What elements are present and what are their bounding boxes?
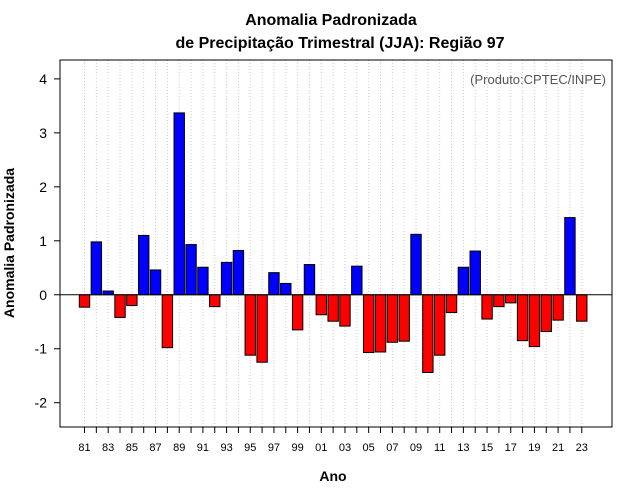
y-tick-label: 4 xyxy=(39,71,47,87)
bar-2012 xyxy=(445,294,458,314)
y-tick-label: 2 xyxy=(39,179,47,195)
x-tick-label: 15 xyxy=(481,442,493,454)
chart-title-line-1: Anomalia Padronizada xyxy=(245,12,417,29)
bar-1984 xyxy=(114,294,126,318)
bar-2007 xyxy=(386,294,399,343)
bar-1988 xyxy=(161,294,174,349)
bar-1993 xyxy=(220,261,233,296)
x-tick-label: 03 xyxy=(339,442,351,454)
chart-title-line-2: de Precipitação Trimestral (JJA): Região… xyxy=(175,35,504,52)
x-tick-label: 99 xyxy=(291,442,303,454)
bar-1999 xyxy=(291,294,304,331)
y-tick-label: 3 xyxy=(39,125,47,141)
bar-2013 xyxy=(457,266,470,296)
bar-2008 xyxy=(398,294,410,342)
x-tick-label: 13 xyxy=(457,442,469,454)
x-tick-label: 97 xyxy=(268,442,280,454)
x-tick-label: 23 xyxy=(576,442,588,454)
bar-2010 xyxy=(422,294,434,373)
bar-1997 xyxy=(268,272,280,296)
bar-2022 xyxy=(564,217,576,296)
x-axis-label: Ano xyxy=(319,468,346,484)
y-tick-label: -2 xyxy=(35,395,48,411)
bar-2003 xyxy=(339,294,351,327)
bar-2019 xyxy=(528,294,541,348)
bar-2004 xyxy=(351,265,363,296)
x-tick-label: 87 xyxy=(149,442,161,454)
bar-1981 xyxy=(78,294,91,308)
bar-1985 xyxy=(126,294,138,307)
product-annotation: (Produto:CPTEC/INPE) xyxy=(470,72,606,87)
x-tick-label: 95 xyxy=(244,442,256,454)
y-tick-label: 0 xyxy=(39,287,47,303)
bar-1992 xyxy=(209,294,221,308)
x-tick-label: 11 xyxy=(434,442,445,454)
bar-1986 xyxy=(138,234,150,296)
bar-1994 xyxy=(232,250,245,296)
bar-2002 xyxy=(327,294,339,322)
x-tick-label: 05 xyxy=(363,442,375,454)
bar-2014 xyxy=(469,250,481,296)
y-tick-label: 1 xyxy=(39,233,47,249)
bar-2015 xyxy=(481,294,493,320)
bar-2005 xyxy=(362,294,375,354)
x-tick-label: 83 xyxy=(102,442,114,454)
plot-frame xyxy=(59,59,613,428)
bar-1991 xyxy=(197,266,209,296)
bar-1998 xyxy=(280,282,292,296)
x-tick-label: 89 xyxy=(173,442,185,454)
bar-2006 xyxy=(374,294,387,353)
bar-1987 xyxy=(149,269,162,296)
bar-2017 xyxy=(505,294,517,304)
bars-layer xyxy=(78,112,588,373)
bar-2016 xyxy=(493,294,505,308)
y-tick-label: -1 xyxy=(35,341,48,357)
bar-1995 xyxy=(244,294,256,356)
bar-1996 xyxy=(256,294,268,363)
x-tick-label: 91 xyxy=(197,442,209,454)
bar-2000 xyxy=(303,264,316,296)
bar-1989 xyxy=(173,112,185,296)
bar-1983 xyxy=(102,290,114,296)
bar-2023 xyxy=(576,294,588,322)
x-tick-label: 01 xyxy=(315,442,327,454)
bar-2021 xyxy=(552,294,564,321)
bar-1982 xyxy=(90,241,103,296)
grid-layer xyxy=(84,60,583,427)
x-tick-label: 17 xyxy=(505,442,517,454)
x-axis: 81 83 85 87 89 91 93 95 97 99 01 03 05 07 09 11 13 15 17 19… xyxy=(78,427,588,454)
x-tick-label: 19 xyxy=(528,442,540,454)
bar-2018 xyxy=(516,294,529,342)
bar-2011 xyxy=(434,294,446,356)
bar-1990 xyxy=(185,244,197,296)
y-axis-label: Anomalia Padronizada xyxy=(1,168,17,318)
bar-2020 xyxy=(540,294,552,332)
x-tick-label: 09 xyxy=(410,442,422,454)
x-tick-label: 21 xyxy=(552,442,564,454)
x-tick-label: 85 xyxy=(126,442,138,454)
bar-2001 xyxy=(315,294,328,316)
x-tick-label: 93 xyxy=(220,442,232,454)
x-tick-label: 07 xyxy=(386,442,398,454)
bar-2009 xyxy=(410,233,422,296)
y-axis: -2 -1 0 1 2 3 4 xyxy=(35,71,60,411)
x-tick-label: 81 xyxy=(78,442,90,454)
